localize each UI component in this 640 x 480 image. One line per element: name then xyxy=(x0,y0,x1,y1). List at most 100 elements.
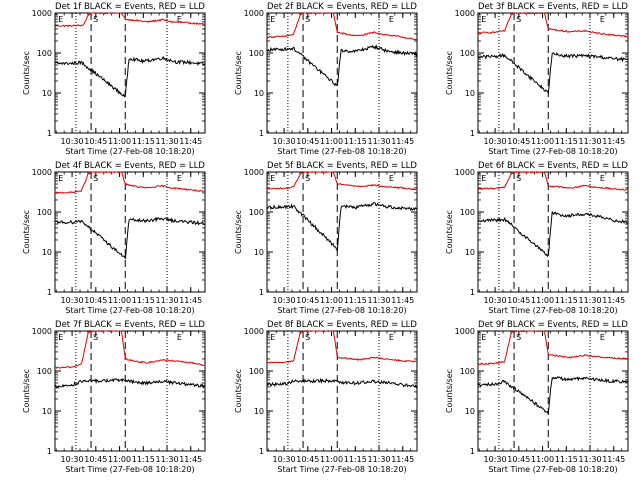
x-tick-label: 11:15 xyxy=(344,455,367,464)
x-tick-label: 10:30 xyxy=(273,455,296,464)
plot-frame xyxy=(477,330,629,452)
y-tick-label: 1000 xyxy=(455,327,475,336)
y-tick-label: 1000 xyxy=(455,9,475,18)
x-tick-label: 10:45 xyxy=(507,455,530,464)
x-tick-label: 10:45 xyxy=(296,137,319,146)
y-axis-label: Counts/sec xyxy=(445,369,454,413)
series-line-events xyxy=(477,51,629,95)
y-axis-label: Counts/sec xyxy=(445,210,454,254)
chart-panel-2: Det 2f BLACK = Events, RED = LLD 1 10 100 10… xyxy=(234,2,418,156)
marker-label: S xyxy=(93,174,98,183)
chart-panel-1: Det 1f BLACK = Events, RED = LLD 1 10 100 10… xyxy=(22,2,206,156)
series-line-events xyxy=(477,211,629,258)
x-tick-label: 10:45 xyxy=(296,296,319,305)
y-axis-label: Counts/sec xyxy=(234,369,243,413)
plot-frame xyxy=(54,12,206,134)
x-tick-label: 10:30 xyxy=(61,455,84,464)
y-tick-label: 1000 xyxy=(32,168,52,177)
marker-label: S xyxy=(305,15,310,24)
chart-title: Det 5f BLACK = Events, RED = LLD xyxy=(267,161,417,171)
y-tick-label: 1 xyxy=(470,129,475,138)
marker-label: E xyxy=(177,15,182,24)
x-tick-label: 11:15 xyxy=(132,296,155,305)
y-tick-label: 1 xyxy=(47,129,52,138)
x-tick-label: 11:15 xyxy=(555,455,578,464)
chart-title: Det 6f BLACK = Events, RED = LLD xyxy=(478,161,628,171)
series-line-events xyxy=(54,377,206,390)
chart-panel-4: Det 4f BLACK = Events, RED = LLD 1 10 100 10… xyxy=(22,161,206,315)
y-tick-label: 1000 xyxy=(32,9,52,18)
chart-panel-3: Det 3f BLACK = Events, RED = LLD 1 10 100 10… xyxy=(445,2,629,156)
y-axis-label: Counts/sec xyxy=(22,51,31,95)
marker-label: E xyxy=(600,333,605,342)
marker-label: E xyxy=(481,333,486,342)
y-tick-label: 1000 xyxy=(32,327,52,336)
chart-title: Det 7f BLACK = Events, RED = LLD xyxy=(55,320,205,330)
marker-label: E xyxy=(58,333,63,342)
chart-title: Det 8f BLACK = Events, RED = LLD xyxy=(267,320,417,330)
series-line-events xyxy=(54,216,206,260)
x-axis-label: Start Time (27-Feb-08 10:18:20) xyxy=(488,306,617,315)
x-tick-label: 11:45 xyxy=(179,455,202,464)
marker-label: E xyxy=(600,15,605,24)
x-tick-label: 11:00 xyxy=(108,137,131,146)
chart-title: Det 2f BLACK = Events, RED = LLD xyxy=(267,2,417,12)
y-axis-label: Counts/sec xyxy=(234,210,243,254)
x-tick-label: 11:15 xyxy=(555,296,578,305)
y-tick-label: 1 xyxy=(259,447,264,456)
x-tick-label: 11:30 xyxy=(367,137,390,146)
series-line-lld xyxy=(477,330,629,365)
series-line-lld xyxy=(477,171,629,191)
chart-panel-9: Det 9f BLACK = Events, RED = LLD 1 10 100 10… xyxy=(445,320,629,474)
series-line-lld xyxy=(266,12,418,41)
x-tick-label: 11:45 xyxy=(602,455,625,464)
chart-title: Det 9f BLACK = Events, RED = LLD xyxy=(478,320,628,330)
x-tick-label: 11:30 xyxy=(578,296,601,305)
y-tick-label: 1000 xyxy=(244,168,264,177)
series-line-events xyxy=(477,376,628,415)
x-axis-label: Start Time (27-Feb-08 10:18:20) xyxy=(65,465,194,474)
x-tick-label: 11:30 xyxy=(367,296,390,305)
x-tick-label: 10:45 xyxy=(296,455,319,464)
x-tick-label: 11:15 xyxy=(344,137,367,146)
marker-label: S xyxy=(93,333,98,342)
chart-panel-6: Det 6f BLACK = Events, RED = LLD 1 10 100 10… xyxy=(445,161,629,315)
y-tick-label: 100 xyxy=(249,367,264,376)
y-tick-label: 100 xyxy=(37,49,52,58)
chart-panel-7: Det 7f BLACK = Events, RED = LLD 1 10 100 10… xyxy=(22,320,206,474)
x-tick-label: 11:00 xyxy=(531,296,554,305)
y-tick-label: 1000 xyxy=(455,168,475,177)
y-axis-label: Counts/sec xyxy=(234,51,243,95)
marker-label: E xyxy=(389,174,394,183)
chart-title: Det 1f BLACK = Events, RED = LLD xyxy=(55,2,205,12)
y-tick-label: 10 xyxy=(42,407,52,416)
plot-frame xyxy=(266,330,418,452)
x-tick-label: 10:45 xyxy=(84,137,107,146)
plot-frame xyxy=(477,171,629,293)
x-tick-label: 11:15 xyxy=(555,137,578,146)
x-tick-label: 10:30 xyxy=(484,455,507,464)
marker-label: E xyxy=(600,174,605,183)
y-tick-label: 1 xyxy=(259,288,264,297)
x-tick-label: 11:00 xyxy=(531,455,554,464)
x-tick-label: 11:15 xyxy=(344,296,367,305)
x-tick-label: 10:30 xyxy=(484,296,507,305)
marker-label: S xyxy=(516,333,521,342)
y-tick-label: 10 xyxy=(42,248,52,257)
x-tick-label: 11:45 xyxy=(391,455,414,464)
marker-label: E xyxy=(270,174,275,183)
marker-label: S xyxy=(305,174,310,183)
plot-frame xyxy=(54,330,206,452)
chart-panel-8: Det 8f BLACK = Events, RED = LLD 1 10 100 10… xyxy=(234,320,418,474)
chart-title: Det 4f BLACK = Events, RED = LLD xyxy=(55,161,205,171)
y-tick-label: 10 xyxy=(465,407,475,416)
x-tick-label: 11:00 xyxy=(531,137,554,146)
series-line-lld xyxy=(478,12,629,38)
y-tick-label: 10 xyxy=(254,89,264,98)
y-tick-label: 1 xyxy=(470,288,475,297)
series-line-events xyxy=(54,55,206,98)
marker-label: E xyxy=(481,174,486,183)
series-line-lld xyxy=(54,12,205,28)
y-tick-label: 1 xyxy=(47,447,52,456)
